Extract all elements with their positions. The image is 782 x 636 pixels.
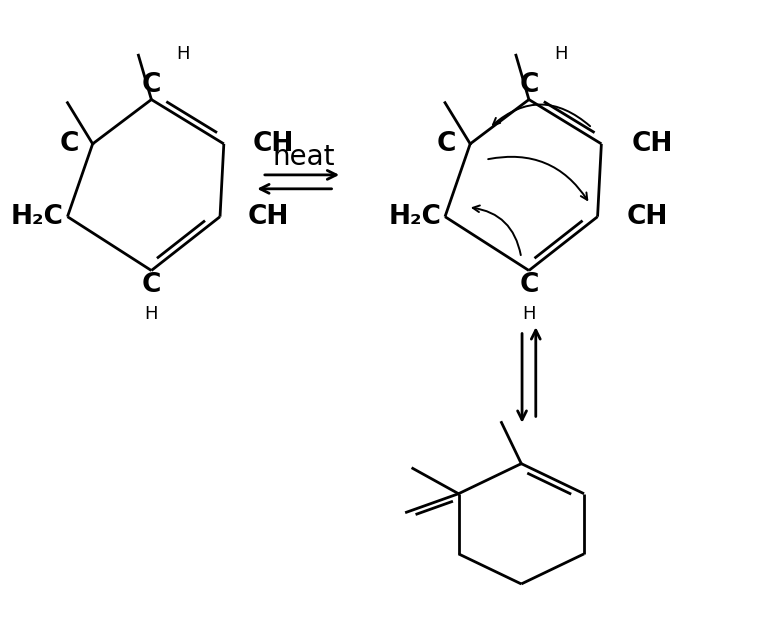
Text: C: C <box>59 131 79 157</box>
Text: H: H <box>177 45 190 63</box>
Text: CH: CH <box>247 204 289 230</box>
Text: CH: CH <box>253 131 294 157</box>
Text: C: C <box>142 72 161 98</box>
Text: H: H <box>554 45 568 63</box>
Text: H₂C: H₂C <box>389 204 441 230</box>
Text: H: H <box>522 305 536 322</box>
Text: C: C <box>519 72 539 98</box>
Text: C: C <box>142 272 161 298</box>
Text: C: C <box>437 131 457 157</box>
Text: CH: CH <box>626 204 668 230</box>
Text: H: H <box>145 305 158 322</box>
Text: CH: CH <box>632 131 673 157</box>
Text: H₂C: H₂C <box>11 204 63 230</box>
Text: heat: heat <box>273 142 335 170</box>
Text: C: C <box>519 272 539 298</box>
